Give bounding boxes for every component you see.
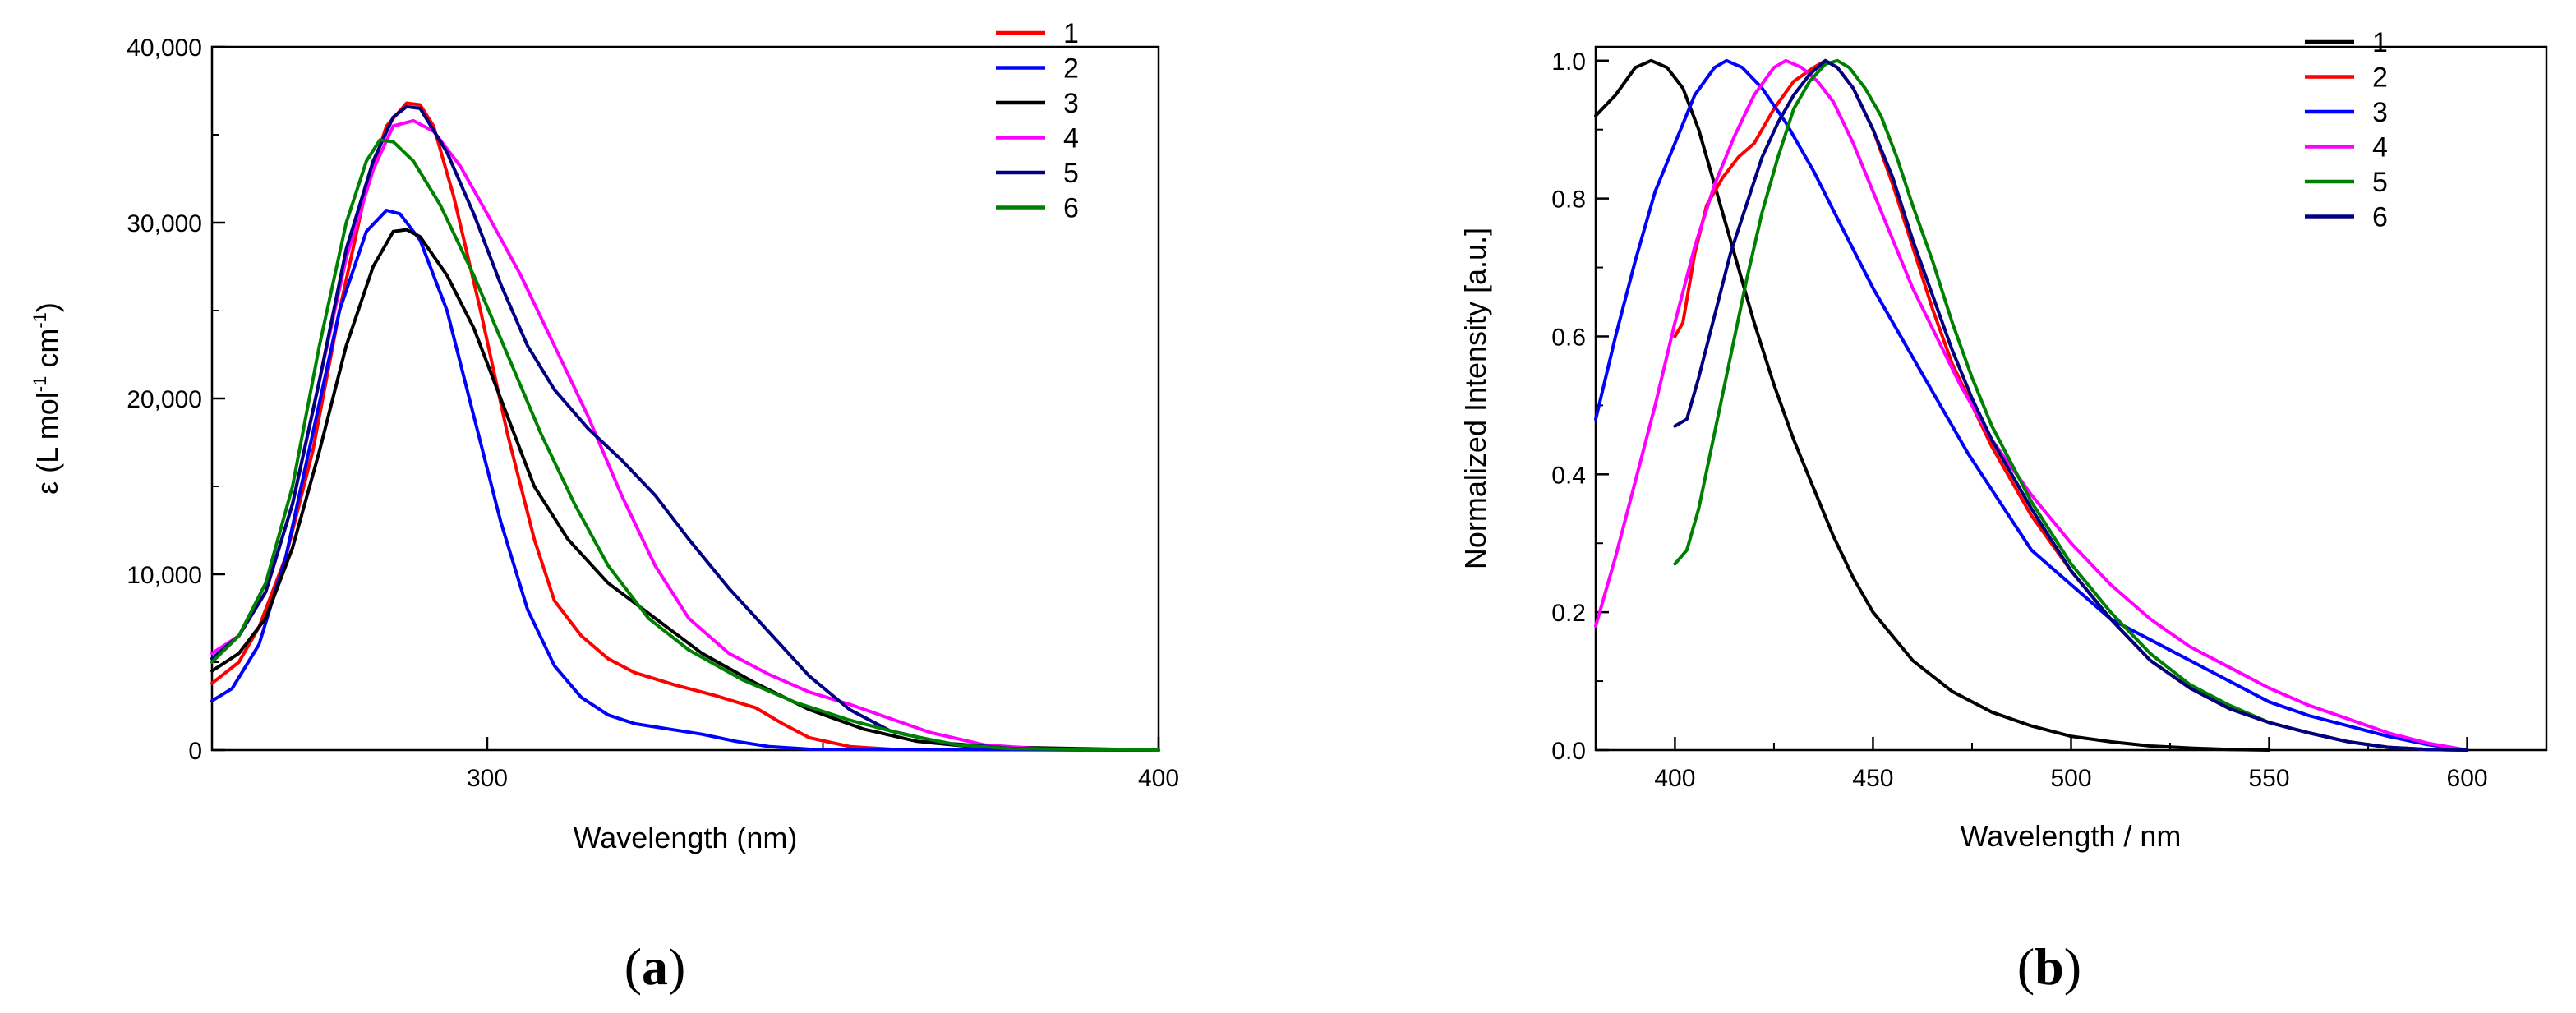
panel-b-legend-label: 4 [2372,132,2388,163]
panel-b-x-tick-label: 550 [2249,765,2290,792]
panel-a-legend-label: 5 [1063,158,1079,189]
panel-a-legend-label: 6 [1063,193,1079,224]
panel-a-y-tick-label: 10,000 [127,562,202,589]
panel-a-x-tick-label: 400 [1138,765,1179,792]
panel-b-series-lines [1594,58,2469,752]
panel-b-x-tick-label: 450 [1852,765,1893,792]
panel-b-y-tick-label: 0.0 [1551,738,1586,765]
panel-b-ticks: 400 450 500 550 600 0.0 0.2 0.4 0.6 0.8 1.0 [1551,48,2487,792]
panel-a-x-tick-label: 300 [467,765,508,792]
panel-b-series-4-line [1594,58,2469,752]
panel-b-y-tick-label: 0.4 [1551,462,1586,489]
panel-b-series-5-line [1673,58,2469,752]
panel-a-series-lines [210,101,1160,752]
panel-b-legend-label: 3 [2372,97,2388,128]
panel-a-legend-label: 1 [1063,18,1079,49]
panel-a-y-axis-label: ε (L mol-1 cm-1) [30,302,64,495]
panel-a-series-3-line [210,228,1160,752]
panel-b-x-tick-label: 400 [1654,765,1695,792]
panel-b-x-axis-label: Wavelength / nm [1961,819,2182,853]
panel-a-series-1-line [210,101,1160,752]
panel-a-legend-label: 2 [1063,53,1079,85]
panel-b-series-1-line [1594,58,2271,752]
panel-b-x-tick-label: 600 [2447,765,2488,792]
panel-b-label: (b) [2017,937,2081,996]
panel-a-series-4-line [210,118,1160,752]
panel-a-series-6-line [210,138,1160,752]
panel-b-y-tick-label: 0.2 [1551,600,1586,627]
panel-a-series-2-line [210,209,1160,752]
panel-b-y-tick-label: 0.8 [1551,186,1586,214]
panel-a-label: (a) [624,937,686,996]
panel-a-y-tick-label: 40,000 [127,35,202,62]
panel-a-y-tick-label: 30,000 [127,210,202,237]
panel-a-legend-label: 3 [1063,88,1079,119]
panel-b-legend-label: 5 [2372,167,2388,198]
panel-a-series-5-line [210,104,1160,752]
panel-b-legend-label: 1 [2372,27,2388,58]
panel-b-series-2-line [1673,58,2469,752]
panel-b-series-3-line [1594,58,2469,752]
panel-b-x-tick-label: 500 [2050,765,2091,792]
panel-b-series-6-line [1673,58,2469,752]
panel-a-plot-frame [210,45,1160,752]
panel-b-y-tick-label: 0.6 [1551,324,1586,351]
panel-a-y-tick-label: 20,000 [127,386,202,413]
panel-a-legend-label: 4 [1063,123,1079,154]
panel-b-legend-label: 6 [2372,202,2388,233]
panel-a-ticks: 300 400 0 10,000 20,000 30,000 40,000 [127,35,1179,792]
panel-b-y-axis-label: Normalized Intensity [a.u.] [1459,228,1492,569]
panel-a-x-axis-label: Wavelength (nm) [574,821,798,854]
panel-b-legend-label: 2 [2372,62,2388,94]
panel-a-y-tick-label: 0 [188,738,202,765]
panel-b-plot-frame [1594,45,2548,752]
panel-b-y-tick-label: 1.0 [1551,48,1586,76]
